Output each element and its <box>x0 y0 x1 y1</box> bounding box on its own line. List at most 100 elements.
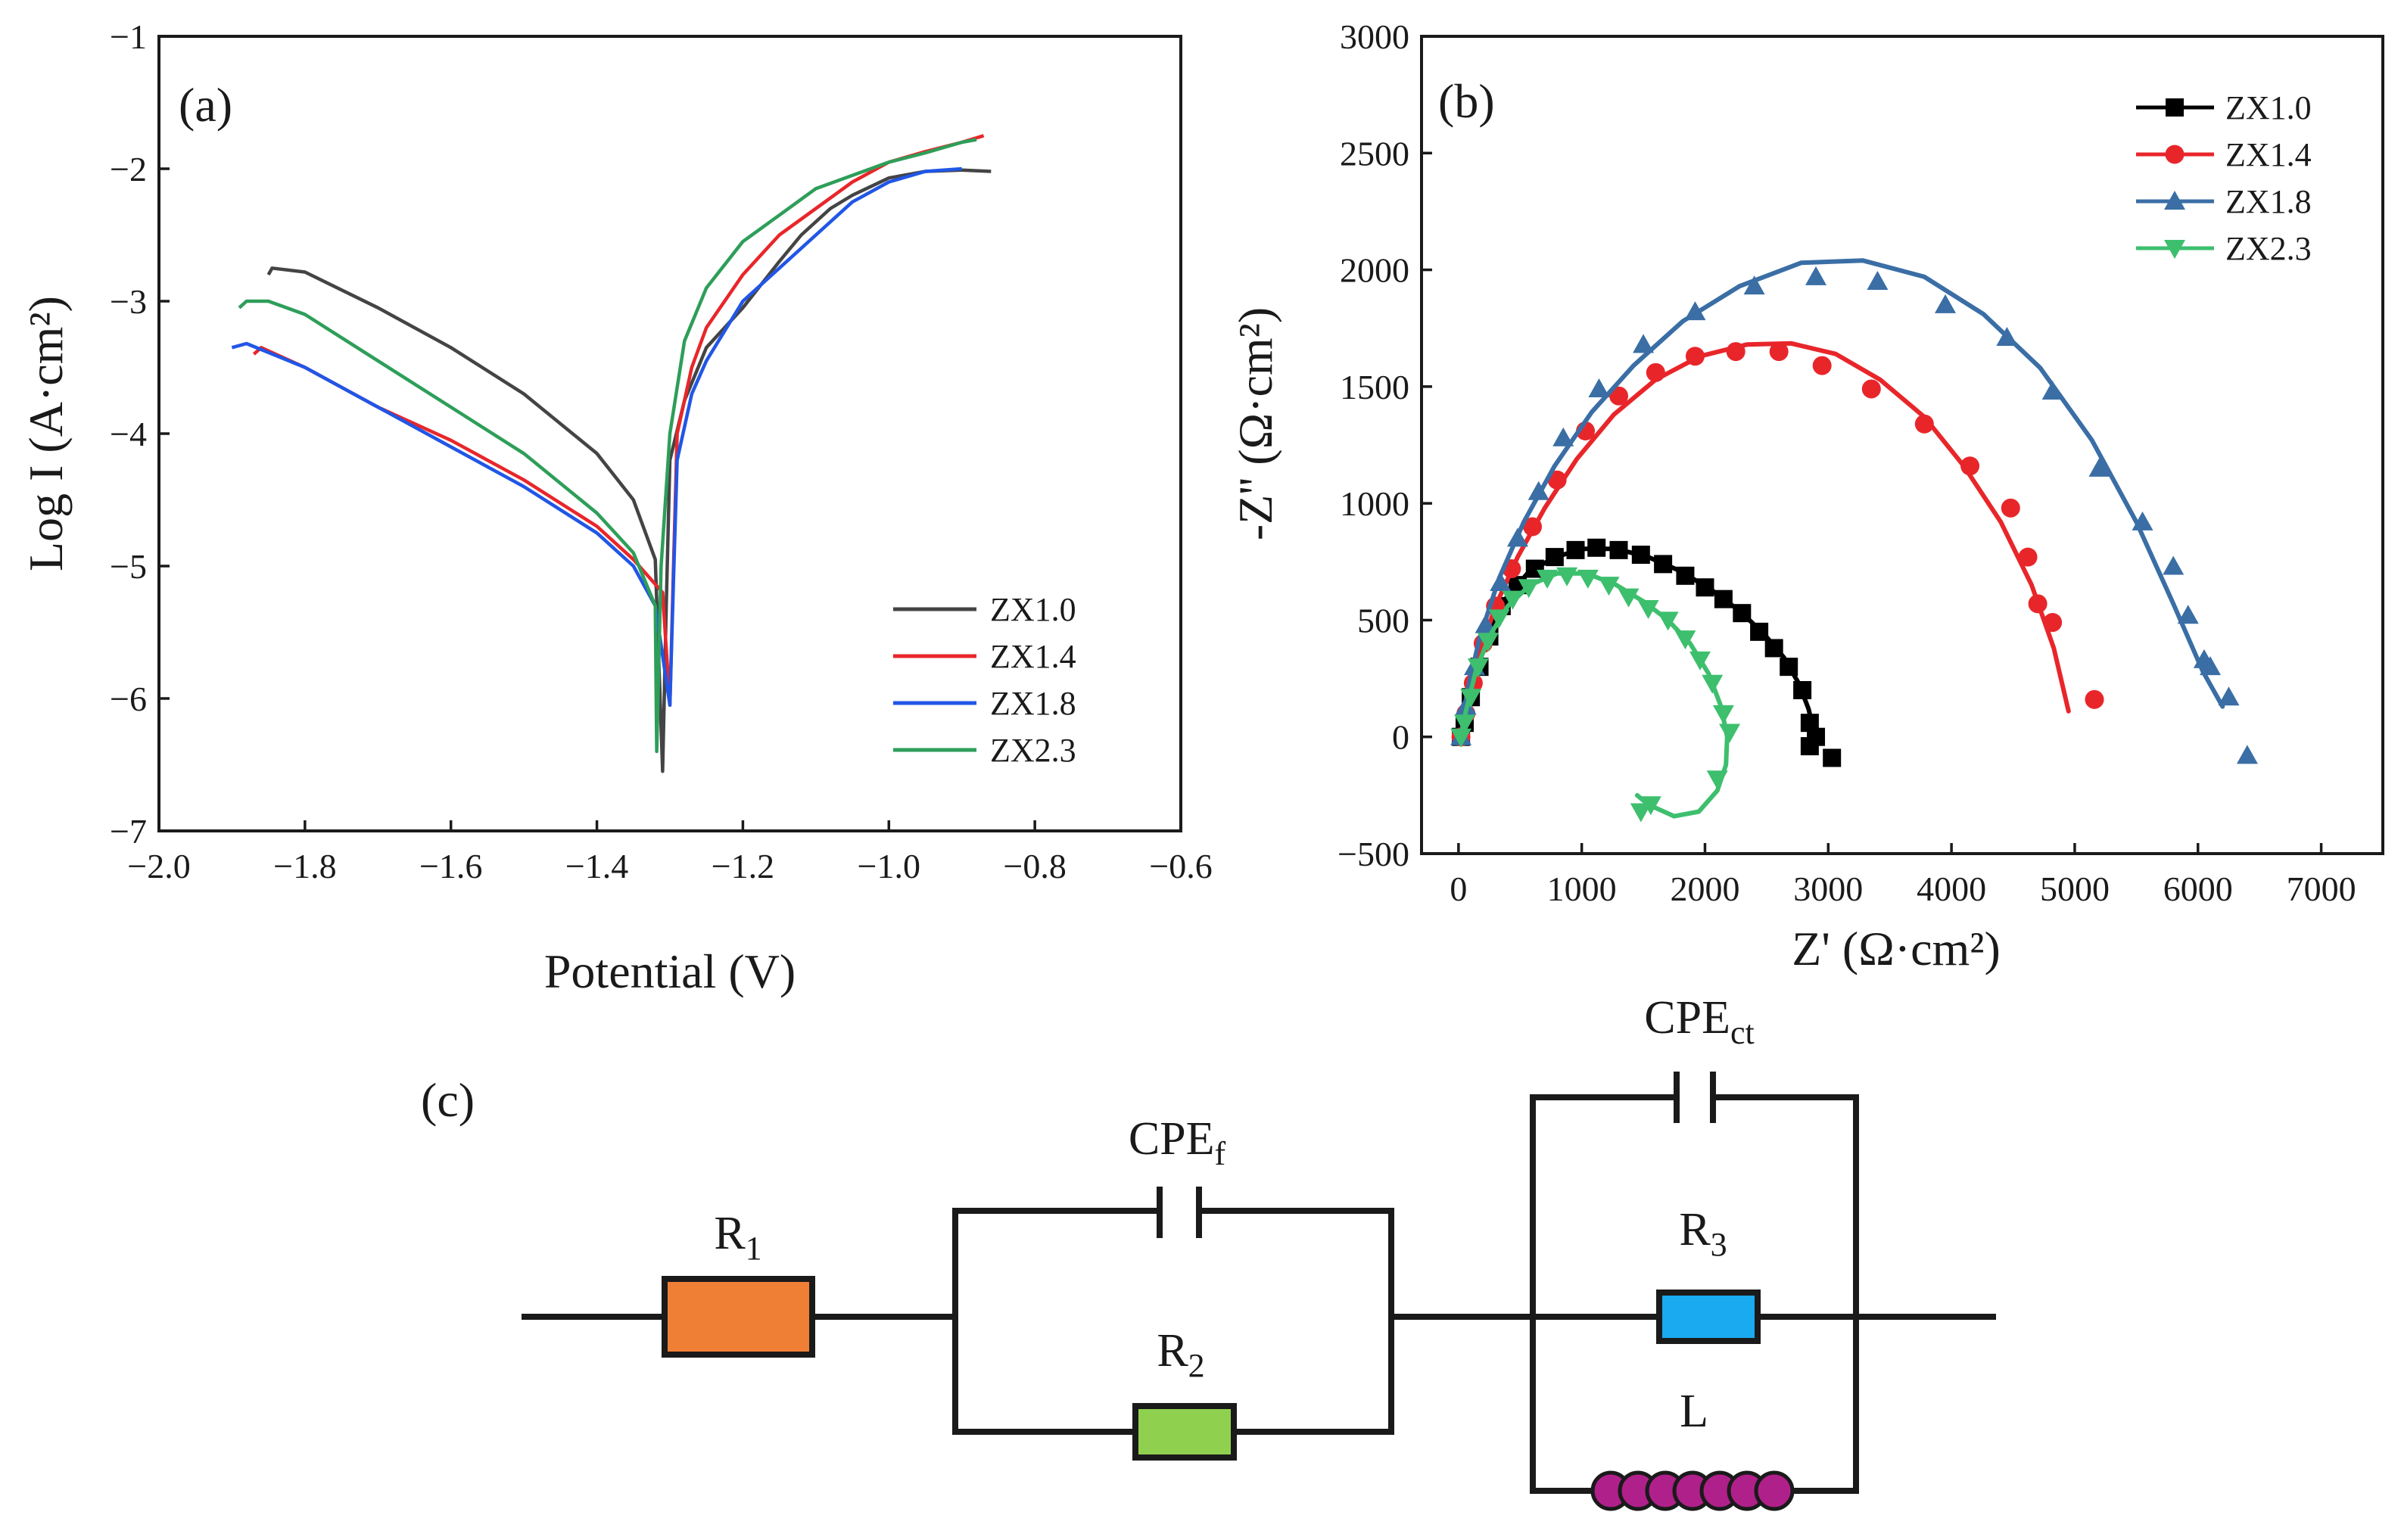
a-series-ZX1.8 <box>231 166 962 708</box>
b-legend-marker <box>2164 240 2185 259</box>
b-point-ZX1.4 <box>1960 456 1980 476</box>
label-r2-sub: 2 <box>1188 1347 1205 1384</box>
a-series-ZX2.3 <box>238 138 977 754</box>
b-point-ZX2.3 <box>1712 705 1734 724</box>
b-point-ZX1.0 <box>1654 555 1673 574</box>
b-legend-marker <box>2166 98 2184 117</box>
b-point-ZX2.3 <box>1467 658 1489 678</box>
b-point-ZX1.0 <box>1800 737 1819 756</box>
b-x-tick-label: 5000 <box>2040 870 2110 908</box>
panel-b-x-axis-label: Z' (Ω·cm²) <box>1792 922 2001 975</box>
panel-c-label: (c) <box>421 1073 475 1127</box>
b-point-ZX1.8 <box>2088 457 2110 477</box>
label-r3-sub: 3 <box>1711 1226 1727 1263</box>
b-point-ZX1.8 <box>1633 334 1655 353</box>
b-point-ZX1.4 <box>1646 362 1665 382</box>
b-point-ZX2.3 <box>1477 633 1499 652</box>
a-y-tick-label: −7 <box>110 812 147 851</box>
b-point-ZX1.0 <box>1566 540 1585 559</box>
label-r1: R1 <box>714 1208 761 1267</box>
b-point-ZX2.3 <box>1518 579 1540 599</box>
b-y-tick-label: 0 <box>1392 718 1409 757</box>
a-y-tick-label: −5 <box>110 547 147 586</box>
b-y-tick-label: 500 <box>1357 601 1409 639</box>
panel-b-series <box>1450 258 2258 823</box>
a-x-tick-label: −0.8 <box>1003 847 1066 885</box>
b-legend-label: ZX2.3 <box>2225 230 2312 267</box>
b-point-ZX1.0 <box>1631 546 1650 565</box>
label-cpef-sub: f <box>1215 1135 1226 1172</box>
inductor-loop <box>1754 1470 1795 1511</box>
b-point-ZX2.3 <box>1488 609 1510 629</box>
label-cpef: CPEf <box>1129 1113 1226 1172</box>
b-point-ZX1.4 <box>2018 547 2038 567</box>
a-x-tick-label: −1.6 <box>419 847 482 885</box>
label-cpect-main: CPE <box>1644 992 1730 1044</box>
panel-b-label: (b) <box>1438 74 1495 128</box>
b-point-ZX1.4 <box>1726 342 1745 362</box>
b-point-ZX2.3 <box>1618 588 1640 608</box>
resistor-r3 <box>1656 1290 1761 1344</box>
b-point-ZX1.0 <box>1793 681 1812 699</box>
b-point-ZX1.4 <box>1523 517 1543 537</box>
a-legend-label: ZX1.8 <box>990 685 1076 722</box>
b-point-ZX1.8 <box>1527 481 1549 500</box>
b-fit-ZX1.4 <box>1459 341 2071 739</box>
b-point-ZX2.3 <box>1598 577 1620 596</box>
b-y-tick-label: 2500 <box>1340 134 1409 173</box>
b-point-ZX2.3 <box>1537 569 1559 589</box>
a-x-tick-label: −1.4 <box>565 847 628 885</box>
b-point-ZX1.8 <box>2236 745 2258 764</box>
a-y-tick-label: −4 <box>110 415 147 453</box>
a-x-tick-label: −0.6 <box>1149 847 1212 885</box>
b-point-ZX1.0 <box>1587 538 1606 557</box>
panel-a-legend: ZX1.0 ZX1.4 ZX1.8 ZX2.3 <box>893 591 1076 769</box>
b-y-tick-label: −500 <box>1338 835 1409 873</box>
b-point-ZX2.3 <box>1637 600 1659 619</box>
b-point-ZX1.0 <box>1764 639 1783 658</box>
b-point-ZX1.4 <box>1812 356 1832 375</box>
b-point-ZX1.8 <box>1867 271 1889 290</box>
b-point-ZX2.3 <box>1657 611 1679 631</box>
b-legend-label: ZX1.0 <box>2225 89 2312 126</box>
b-point-ZX1.8 <box>2177 605 2199 624</box>
inductor-l <box>1590 1470 1795 1511</box>
b-point-ZX2.3 <box>1453 714 1475 734</box>
panel-b-legend: ZX1.0 ZX1.4 ZX1.8 ZX2.3 <box>2136 89 2312 267</box>
b-legend-label: ZX1.4 <box>2225 136 2312 173</box>
b-x-tick-label: 4000 <box>1917 870 1986 908</box>
panel-a-ticks: −2.0 −1.8 −1.6 −1.4 −1.2 −1.0 −0.8 −0.6 −7 −6 −5 −4… <box>110 17 1213 885</box>
b-point-ZX1.4 <box>1609 386 1629 406</box>
b-point-ZX1.4 <box>1861 379 1881 399</box>
b-point-ZX1.4 <box>2028 594 2048 614</box>
b-point-ZX2.3 <box>1502 590 1524 610</box>
b-y-tick-label: 2000 <box>1340 251 1409 290</box>
b-x-tick-label: 2000 <box>1670 870 1739 908</box>
panel-a-label: (a) <box>179 78 232 132</box>
b-x-tick-label: 7000 <box>2287 870 2356 908</box>
b-point-ZX1.4 <box>2001 498 2020 518</box>
a-legend-label: ZX2.3 <box>990 732 1076 769</box>
b-y-tick-label: 1500 <box>1340 368 1409 406</box>
b-point-ZX1.4 <box>2043 613 2063 633</box>
b-point-ZX2.3 <box>1719 723 1741 743</box>
label-r1-sub: 1 <box>746 1230 762 1267</box>
b-point-ZX1.8 <box>1507 527 1528 547</box>
panel-c-equivalent-circuit: (c) R1 CPEf R2 CPEct R3 <box>421 992 1996 1511</box>
label-r3-main: R <box>1679 1204 1711 1255</box>
b-point-ZX2.3 <box>1674 630 1696 650</box>
b-x-tick-label: 1000 <box>1547 870 1617 908</box>
b-fit-ZX1.8 <box>1459 258 2225 739</box>
b-point-ZX1.8 <box>1490 572 1512 592</box>
b-point-ZX1.8 <box>1684 301 1706 321</box>
b-point-ZX1.8 <box>1475 614 1496 633</box>
b-legend-marker <box>2165 145 2185 164</box>
b-y-tick-label: 3000 <box>1340 17 1409 56</box>
b-point-ZX1.8 <box>2041 381 2063 400</box>
label-cpect: CPEct <box>1644 992 1754 1051</box>
panel-b-nyquist-chart: 0 1000 2000 3000 4000 5000 6000 7000 −500 0 500 100… <box>1229 17 2384 975</box>
b-point-ZX1.0 <box>1714 590 1733 608</box>
label-r2: R2 <box>1157 1325 1204 1384</box>
b-point-ZX2.3 <box>1577 569 1599 589</box>
